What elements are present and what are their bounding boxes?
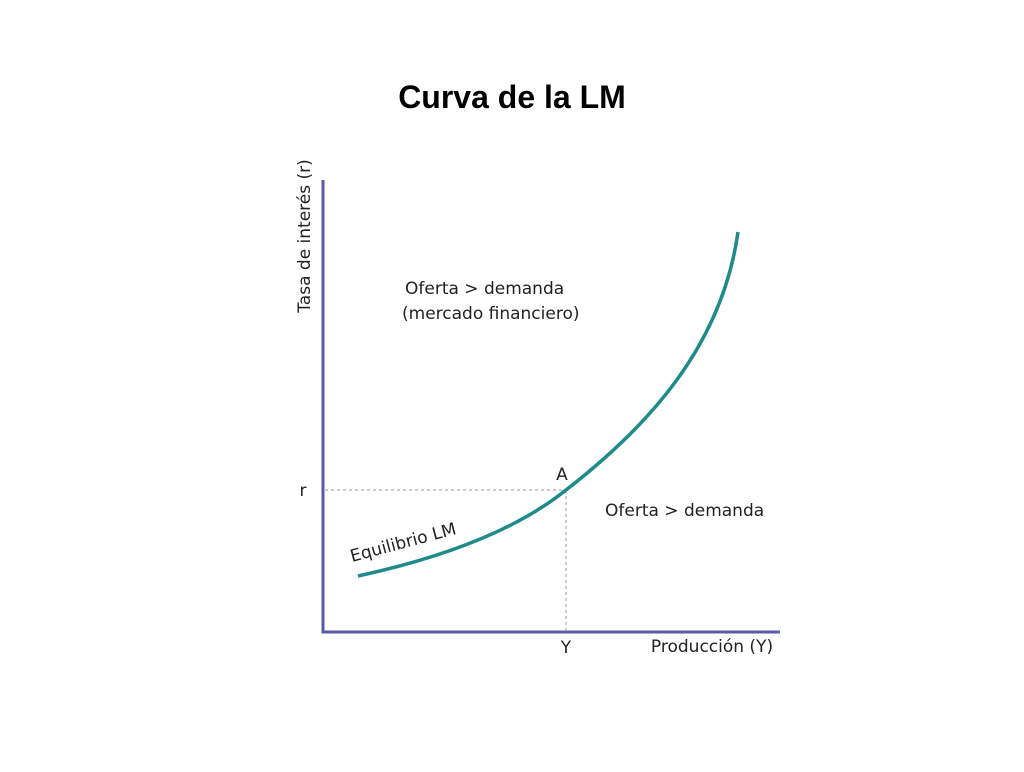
lm-curve [357, 231, 740, 578]
region-label: Oferta > demanda [605, 501, 764, 521]
y-axis-label: Tasa de interés (r) [295, 159, 315, 314]
curve-label: Equilibrio LM [348, 519, 458, 567]
x-axis-label: Producción (Y) [651, 637, 773, 657]
r-label: r [300, 481, 307, 501]
region-label: (mercado financiero) [402, 304, 579, 324]
title: Curva de la LM [398, 79, 626, 115]
region-label: Oferta > demanda [405, 279, 564, 299]
y-point-label: Y [560, 638, 572, 658]
point-label: A [556, 465, 568, 485]
